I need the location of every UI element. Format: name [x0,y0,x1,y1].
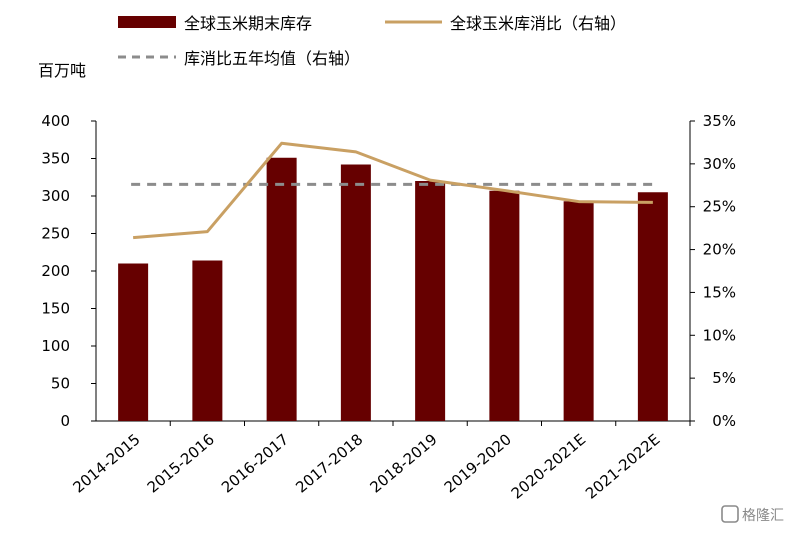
y-left-tick-label-250: 250 [41,225,70,243]
y-left-tick-label-200: 200 [41,262,70,280]
x-tick-label-2017-2018: 2017-2018 [292,430,366,496]
x-tick-label-2016-2017: 2016-2017 [218,430,292,496]
y-right-tick-label-0%: 0% [712,412,736,430]
x-tick-label-2019-2020: 2019-2020 [441,430,515,496]
bar-2020-2021E [563,201,594,421]
y-axis-title: 百万吨 [38,61,86,80]
y-right-tick-label-35%: 35% [703,112,736,130]
x-tick-label-2018-2019: 2018-2019 [366,430,440,496]
lines [131,141,655,240]
y-right-tick-label-15%: 15% [703,283,736,301]
x-tick-label-2020-2021E: 2020-2021E [508,430,589,502]
legend-label-stock: 全球玉米期末库存 [184,14,312,33]
bar-2019-2020 [489,190,520,421]
bar-2014-2015 [118,263,149,421]
y-right-tick-label-20%: 20% [703,241,736,259]
bar-2015-2016 [192,260,223,421]
y-right-tick-label-10%: 10% [703,326,736,344]
bar-2021-2022E [637,192,668,421]
bars [118,157,668,421]
y-left-tick-label-50: 50 [51,375,70,393]
bar-2018-2019 [415,181,446,421]
y-right-tick-label-25%: 25% [703,198,736,216]
bar-2016-2017 [266,157,297,421]
y-right-tick-label-5%: 5% [712,369,736,387]
watermark-text: 格隆汇 [742,508,784,524]
x-tick-label-2021-2022E: 2021-2022E [582,430,663,502]
legend-label-ratio: 全球玉米库消比（右轴） [450,14,626,33]
series-line-stock-to-use-ratio [133,141,653,240]
bar-2017-2018 [340,164,371,421]
y-left-tick-label-400: 400 [41,112,70,130]
y-left-tick-label-350: 350 [41,150,70,168]
legend-label-five-year-average: 库消比五年均值（右轴） [184,49,360,68]
watermark-logo-icon [721,505,739,523]
y-right-tick-label-30%: 30% [703,155,736,173]
y-left-tick-label-0: 0 [60,412,70,430]
y-left-tick-label-300: 300 [41,187,70,205]
y-left-tick-label-100: 100 [41,337,70,355]
watermark: 格隆汇 [721,505,784,524]
y-left-tick-label-150: 150 [41,300,70,318]
legend-swatch-stock [118,16,176,28]
legend: 全球玉米期末库存 全球玉米库消比（右轴） 库消比五年均值（右轴） [118,14,626,68]
x-tick-label-2014-2015: 2014-2015 [69,430,143,496]
x-tick-label-2015-2016: 2015-2016 [144,430,218,496]
